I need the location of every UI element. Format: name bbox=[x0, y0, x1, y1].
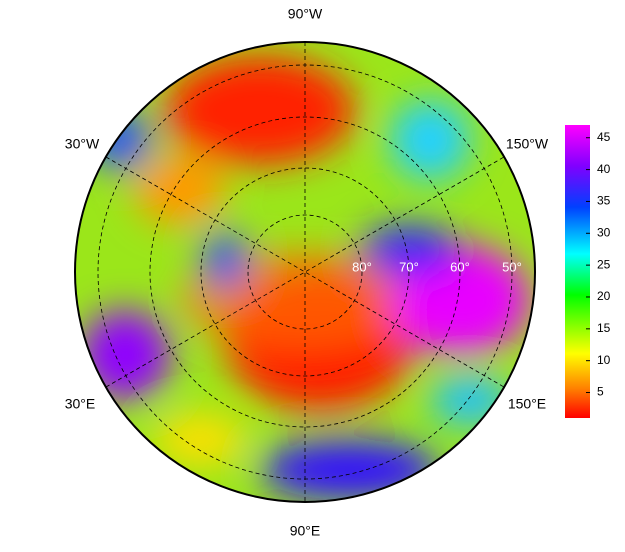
colorbar-tick-label: 20 bbox=[597, 289, 611, 303]
colorbar-tick-label: 35 bbox=[597, 194, 611, 208]
longitude-label: 150°W bbox=[506, 136, 549, 152]
longitude-label: 90°W bbox=[288, 6, 323, 22]
longitude-label: 30°W bbox=[65, 136, 100, 152]
colorbar-tick-label: 30 bbox=[597, 225, 611, 239]
colorbar bbox=[565, 125, 590, 418]
latitude-label: 60° bbox=[450, 259, 470, 274]
map-border bbox=[74, 41, 536, 503]
colorbar-tick-label: 15 bbox=[597, 321, 611, 335]
longitude-label: 150°E bbox=[508, 396, 546, 412]
latitude-label: 80° bbox=[352, 259, 372, 274]
colorbar-tick-label: 40 bbox=[597, 162, 611, 176]
colorbar-tick-label: 5 bbox=[597, 385, 604, 399]
colorbar-tick-label: 10 bbox=[597, 353, 611, 367]
longitude-label: 30°E bbox=[65, 396, 96, 412]
colorbar-tick-label: 25 bbox=[597, 257, 611, 271]
field bbox=[75, 42, 535, 502]
longitude-label: 90°E bbox=[290, 523, 321, 539]
latitude-label: 70° bbox=[399, 259, 419, 274]
latitude-label: 50° bbox=[502, 259, 522, 274]
colorbar-tick-label: 45 bbox=[597, 130, 611, 144]
